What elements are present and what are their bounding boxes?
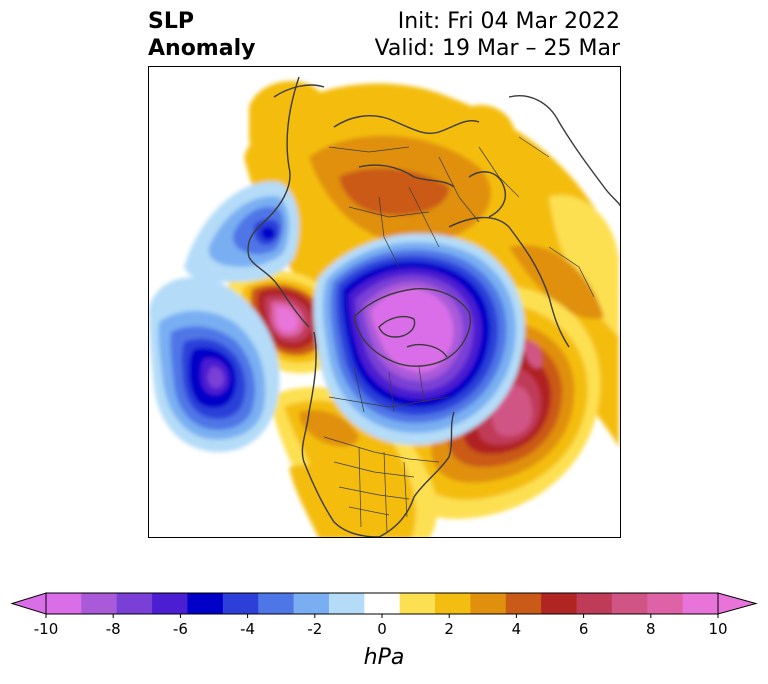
slp-anomaly-map <box>148 66 621 538</box>
colorbar-tick-label: -6 <box>173 620 188 638</box>
colorbar-tick-label: 0 <box>377 620 387 638</box>
init-date: Init: Fri 04 Mar 2022 <box>397 9 620 34</box>
colorbar: -10 -8 -6 -4 -2 0 2 4 6 8 10 <box>10 592 758 638</box>
colorbar-segment <box>611 593 648 614</box>
colorbar-tick-label: -8 <box>106 620 121 638</box>
colorbar-tick-label: 10 <box>708 620 727 638</box>
colorbar-segment <box>46 593 82 614</box>
anomaly-field <box>149 80 619 537</box>
colorbar-tick-label: -10 <box>34 620 59 638</box>
colorbar-extend-max <box>717 592 758 615</box>
colorbar-segment <box>647 593 684 614</box>
title-line-2: Anomaly <box>148 36 256 61</box>
colorbar-tick-label: 8 <box>646 620 656 638</box>
coastlines <box>247 76 620 537</box>
colorbar-segment <box>187 593 224 614</box>
map-canvas <box>149 76 620 537</box>
colorbar-tick-label: -2 <box>307 620 322 638</box>
colorbar-segment <box>222 593 259 614</box>
colorbar-segment <box>399 593 436 614</box>
colorbar-segment <box>682 593 719 614</box>
colorbar-segment <box>328 593 365 614</box>
colorbar-segment <box>505 593 542 614</box>
colorbar-segments <box>10 592 758 615</box>
map-title-dates: Init: Fri 04 Mar 2022 Valid: 19 Mar – 25… <box>375 8 620 62</box>
title-line-1: SLP <box>148 9 194 34</box>
colorbar-segment <box>293 593 330 614</box>
colorbar-segment <box>152 593 188 614</box>
colorbar-segment <box>364 593 401 614</box>
colorbar-segment <box>116 593 153 614</box>
colorbar-unit-label: hPa <box>363 645 405 670</box>
colorbar-segment <box>541 593 578 614</box>
map-title-variable: SLP Anomaly <box>148 8 255 62</box>
colorbar-extend-min <box>10 592 47 615</box>
colorbar-tick-label: -4 <box>240 620 255 638</box>
valid-range: Valid: 19 Mar – 25 Mar <box>374 36 620 61</box>
colorbar-tick-label: 4 <box>512 620 522 638</box>
colorbar-segment <box>576 593 613 614</box>
colorbar-tick-label: 6 <box>579 620 589 638</box>
colorbar-segment <box>435 593 471 614</box>
borders <box>323 136 595 533</box>
colorbar-segment <box>470 593 507 614</box>
colorbar-segment <box>81 593 118 614</box>
colorbar-segment <box>258 593 295 614</box>
colorbar-tick-label: 2 <box>444 620 454 638</box>
colorbar-ticks: -10 -8 -6 -4 -2 0 2 4 6 8 10 <box>34 614 728 638</box>
